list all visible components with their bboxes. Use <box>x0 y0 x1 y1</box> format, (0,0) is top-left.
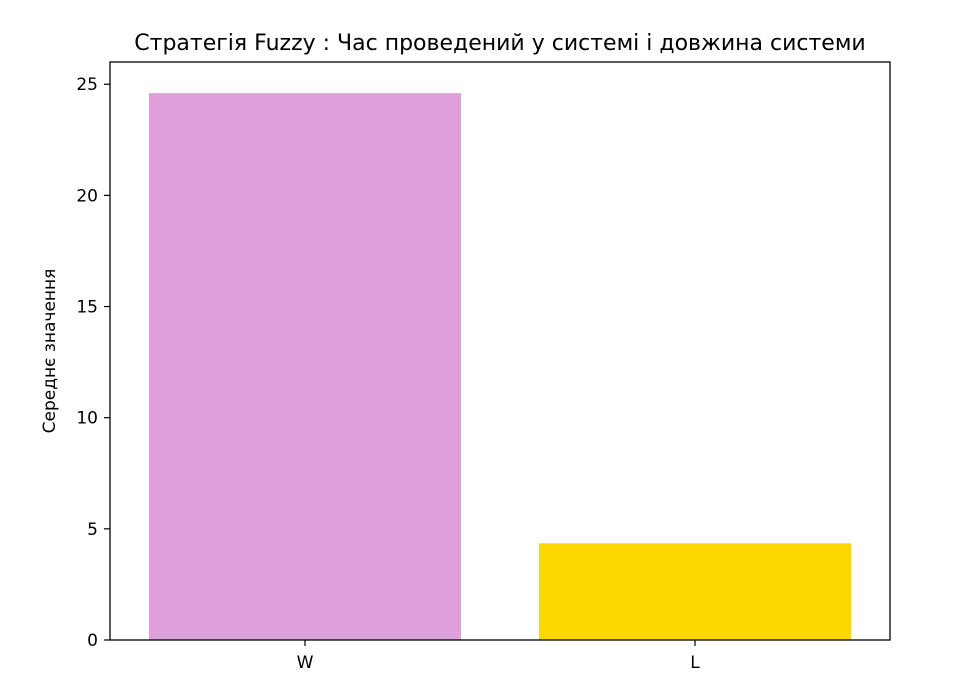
y-axis-label: Середнє значення <box>40 269 60 434</box>
y-tick-label: 20 <box>76 186 98 206</box>
y-tick-label: 0 <box>87 631 98 651</box>
bar-l <box>539 543 851 640</box>
bars-layer <box>149 93 851 641</box>
x-tick-label: W <box>297 653 314 673</box>
y-tick-label: 10 <box>76 409 98 429</box>
x-tick-label: L <box>690 653 700 673</box>
chart-title: Стратегія Fuzzy : Час проведений у систе… <box>134 31 865 56</box>
y-tick-label: 25 <box>76 75 98 95</box>
y-tick-label: 5 <box>87 520 98 540</box>
y-tick-label: 15 <box>76 298 98 318</box>
y-axis: 0 5 10 15 20 25 <box>76 75 110 651</box>
plot-frame <box>109 61 891 641</box>
bar-w <box>149 93 461 641</box>
